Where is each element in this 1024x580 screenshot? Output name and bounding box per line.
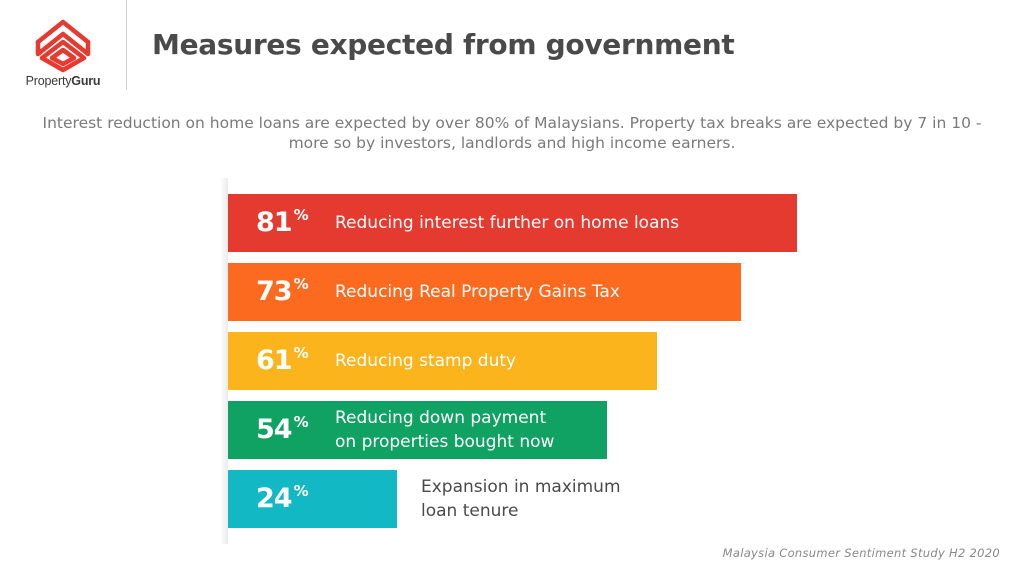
bar xyxy=(228,401,607,459)
logo-text-bold: Guru xyxy=(71,74,101,88)
bar-value-label: 61% xyxy=(256,344,309,376)
bar-value-label: 24% xyxy=(256,482,309,514)
bar-category-label-line: Reducing Real Property Gains Tax xyxy=(335,282,620,302)
bar-category-label-line: Expansion in maximum xyxy=(421,477,621,497)
bar-value-label: 54% xyxy=(256,413,309,445)
bar xyxy=(228,263,741,321)
bar-value: 61 xyxy=(256,345,293,376)
bar-category-label-line: Reducing down payment xyxy=(335,408,547,428)
bar-category-label: Expansion in maximum loan tenure xyxy=(421,475,621,523)
bar-category-label: Reducing Real Property Gains Tax xyxy=(335,280,620,304)
bar xyxy=(228,194,797,252)
bar-category-label-line: loan tenure xyxy=(421,501,519,521)
bar-category-label: Reducing interest further on home loans xyxy=(335,211,679,235)
bar-category-label-line: Reducing interest further on home loans xyxy=(335,213,680,233)
page-title: Measures expected from government xyxy=(152,28,735,61)
logo-text-regular: Property xyxy=(25,74,72,88)
bar-value-unit: % xyxy=(293,482,309,500)
bar-value-unit: % xyxy=(293,206,309,224)
bar-value-label: 81% xyxy=(256,206,309,238)
bar-category-label-line: on properties bought now xyxy=(335,432,555,452)
logo-text: PropertyGuru xyxy=(10,74,116,88)
source-note: Malaysia Consumer Sentiment Study H2 202… xyxy=(722,546,1000,560)
bar-value: 54 xyxy=(256,414,293,445)
house-roof-logo-icon xyxy=(35,19,91,73)
bar-value: 24 xyxy=(256,483,293,514)
logo: PropertyGuru xyxy=(10,12,116,94)
bar-category-label: Reducing down payment on properties bough… xyxy=(335,406,554,454)
bar-value: 73 xyxy=(256,276,293,307)
bar xyxy=(228,470,397,528)
bar-category-label-line: Reducing stamp duty xyxy=(335,351,517,371)
bar xyxy=(228,332,657,390)
header-divider xyxy=(126,0,127,90)
page-subtitle: Interest reduction on home loans are exp… xyxy=(42,114,982,152)
bar-value-unit: % xyxy=(293,344,309,362)
bar-value-unit: % xyxy=(293,413,309,431)
bar-value-unit: % xyxy=(293,275,309,293)
bar-value: 81 xyxy=(256,207,293,238)
bar-category-label: Reducing stamp duty xyxy=(335,349,516,373)
bar-value-label: 73% xyxy=(256,275,309,307)
axis-shadow xyxy=(220,178,228,544)
